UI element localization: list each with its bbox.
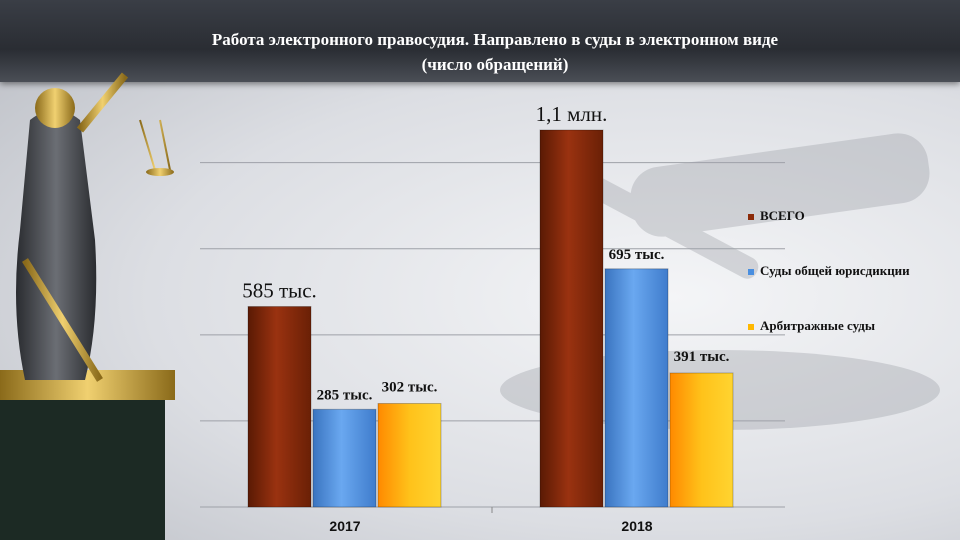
legend-item-total: ВСЕГО [748,208,805,224]
legend-item-arbitrage: Арбитражные суды [748,318,875,334]
themis-statue-illustration [0,70,175,540]
x-axis-ticks: 2017 2018 [329,518,652,534]
legend-swatch-arbitrage [748,324,754,331]
legend-label-general: Суды общей юрисдикции [760,263,910,278]
legend-swatch-total [748,214,754,221]
x-tick-label-2017: 2017 [329,518,360,534]
chart-subtitle: (число обращений) [421,55,569,74]
bar-arbitrage-2017 [377,402,442,508]
data-label-total-2017: 585 тыс. [242,279,317,303]
bar-general-2017 [312,408,377,508]
title-banner: Работа электронного правосудия. Направле… [0,0,960,82]
data-label-arbitrage-2017: 302 тыс. [382,379,438,395]
chart-title: Работа электронного правосудия. Направле… [211,30,779,49]
legend-swatch-general [748,269,754,276]
x-tick-label-2018: 2018 [621,518,652,534]
bar-total-2018 [539,129,604,508]
legend-label-arbitrage: Арбитражные суды [760,318,875,333]
value-labels: 585 тыс. 285 тыс. 302 тыс. 1,1 млн. 695 тыс.… [242,102,729,403]
data-label-general-2018: 695 тыс. [609,247,665,263]
bar-total-2017 [247,306,312,508]
bar-general-2018 [604,268,669,508]
data-label-general-2017: 285 тыс. [317,387,373,403]
bar-arbitrage-2018 [669,372,734,508]
bars [247,129,734,508]
legend-item-general: Суды общей юрисдикции [748,263,910,279]
data-label-total-2018: 1,1 млн. [536,102,608,126]
data-label-arbitrage-2018: 391 тыс. [674,349,730,365]
legend-label-total: ВСЕГО [760,208,805,223]
